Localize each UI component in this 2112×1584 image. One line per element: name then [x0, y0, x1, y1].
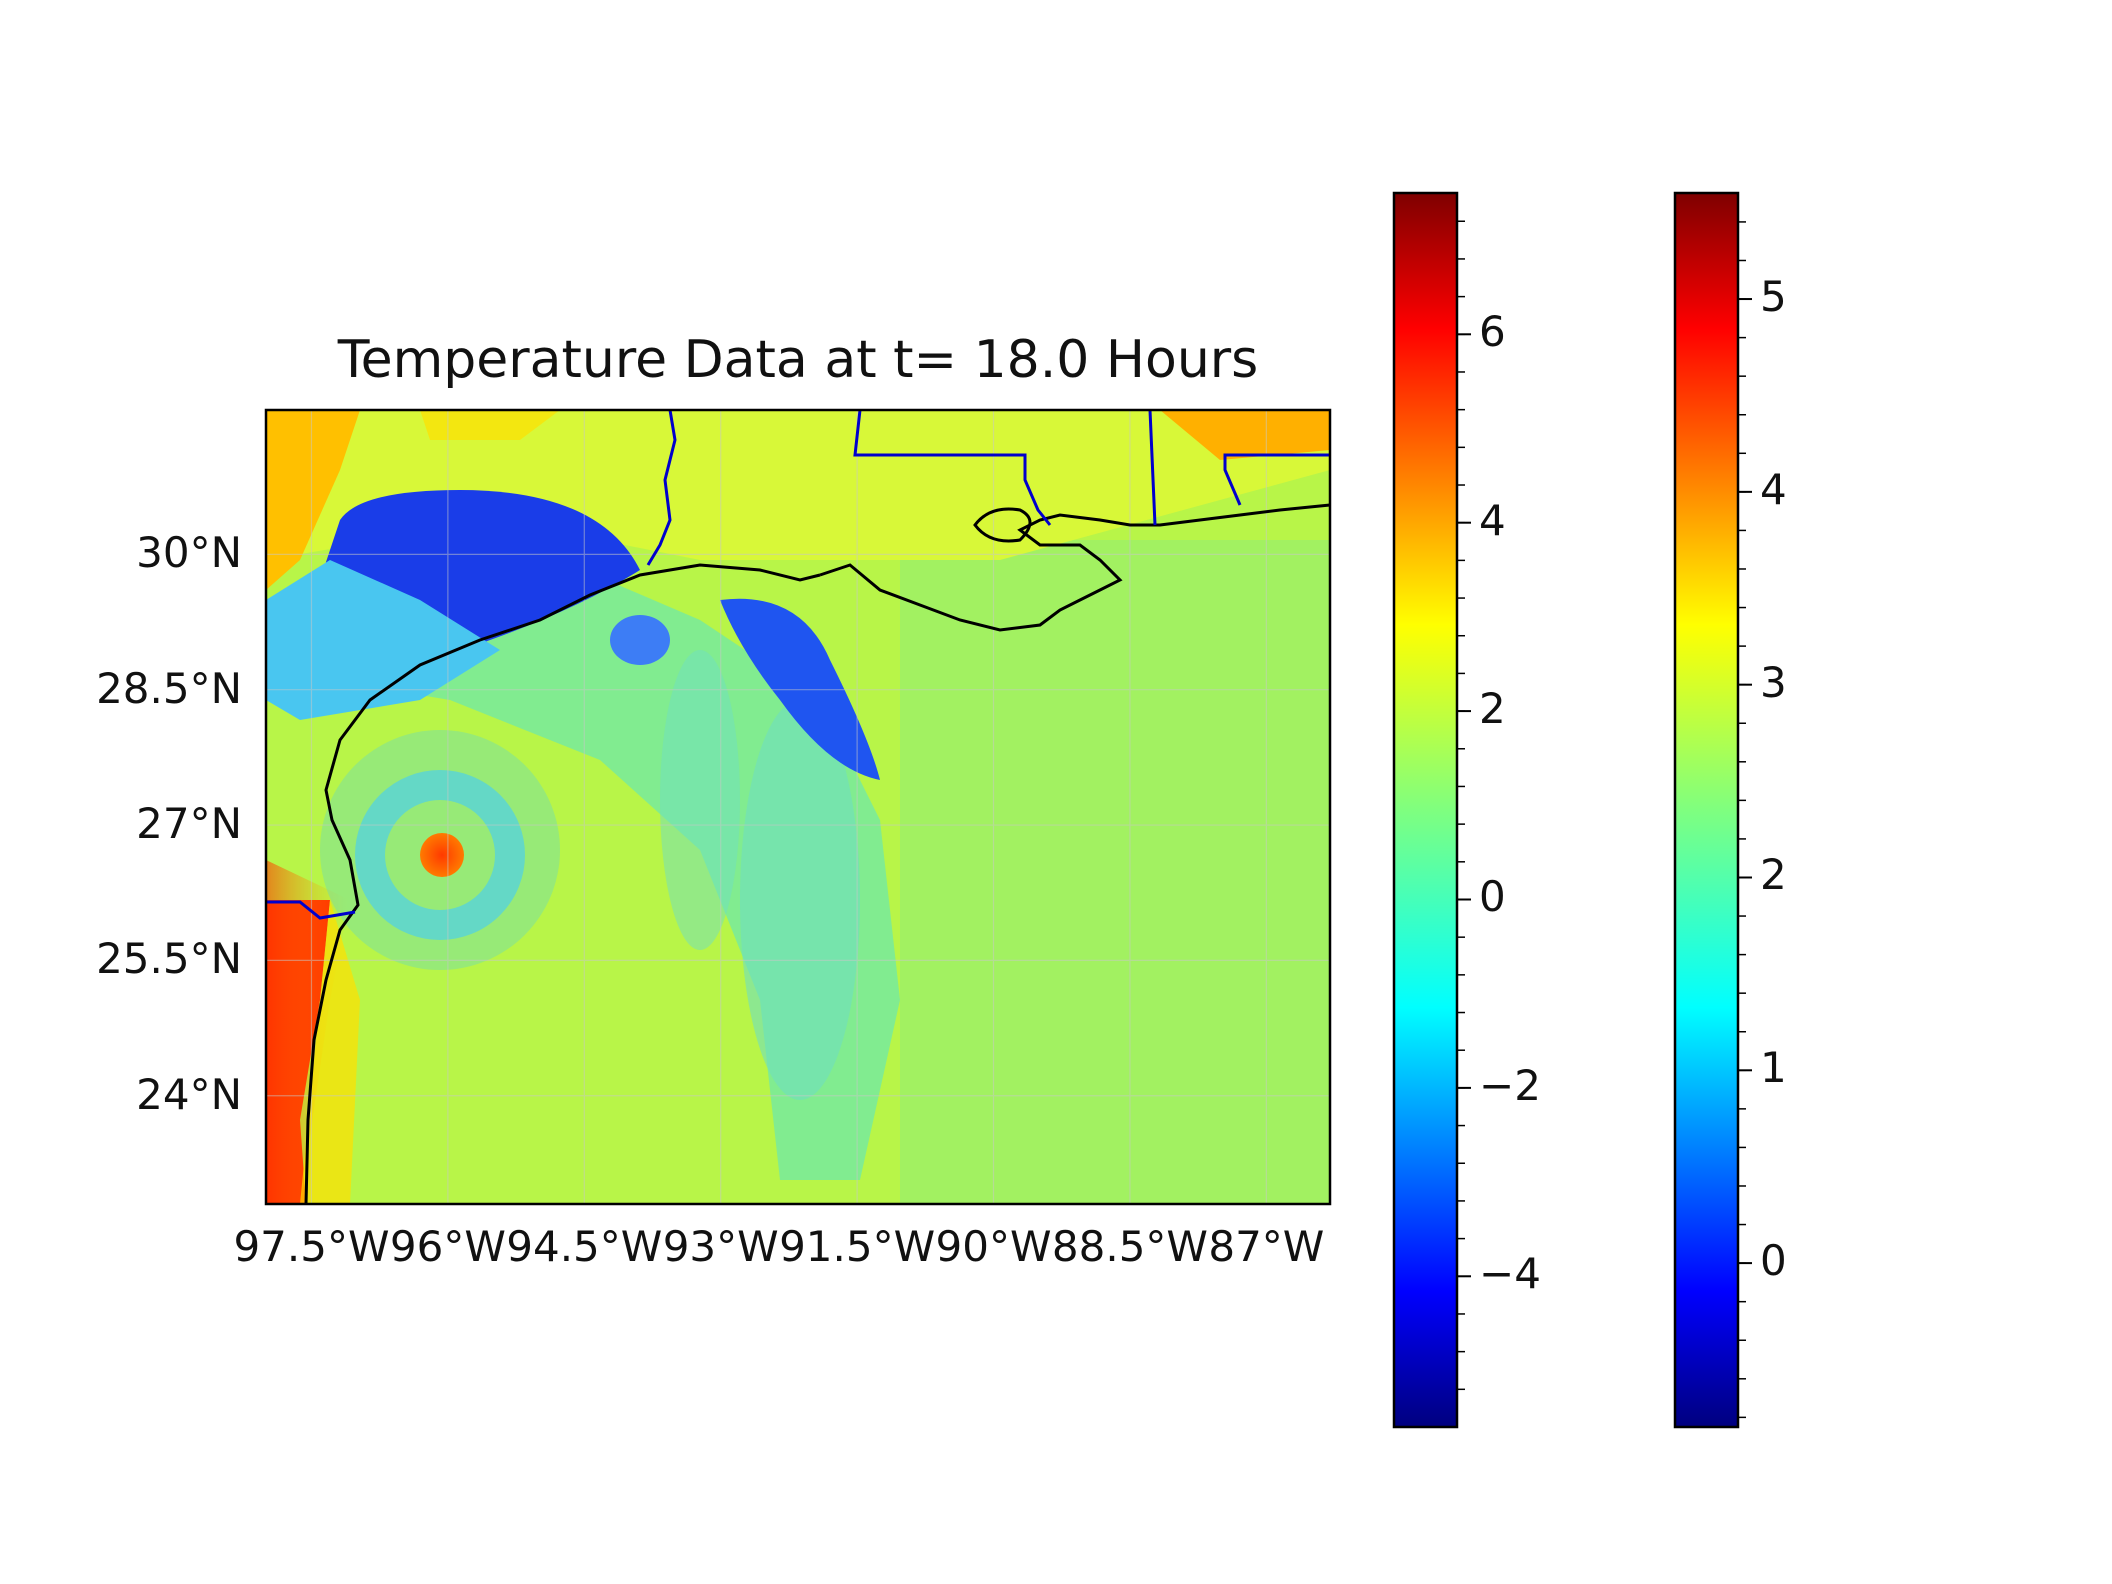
colorbar-right [1673, 191, 1740, 1429]
colorbar-tick-label: 0 [1760, 1236, 1787, 1286]
lat-tick-label: 27°N [136, 799, 242, 849]
colorbar-left [1392, 191, 1459, 1429]
lon-tick-label: 97.5°W [233, 1222, 390, 1271]
colorbar-tick-label: −4 [1479, 1249, 1541, 1299]
lat-tick-label: 24°N [136, 1069, 242, 1119]
colorbar-tick-label: 2 [1479, 684, 1506, 734]
colorbar-ticks [1457, 220, 1752, 1419]
lon-tick-label: 93°W [662, 1222, 779, 1271]
colorbar-tick-label: 0 [1479, 872, 1506, 922]
lon-tick-label: 87°W [1208, 1222, 1325, 1271]
colorbar-tick-label: 4 [1479, 495, 1506, 545]
colorbar-tick-label: 5 [1760, 272, 1787, 322]
temperature-field [266, 410, 1330, 1204]
lon-tick-label: 96°W [389, 1222, 506, 1271]
lat-tick-label: 25.5°N [96, 934, 242, 984]
colorbar-tick-label: 6 [1479, 307, 1506, 357]
lon-tick-label: 90°W [935, 1222, 1052, 1271]
colorbar-tick-label: 4 [1760, 464, 1787, 514]
chart-title: Temperature Data at t= 18.0 Hours [337, 330, 1259, 390]
lat-tick-label: 30°N [136, 528, 242, 578]
map-frame [264, 408, 1332, 1206]
colorbar-tick-label: 2 [1760, 850, 1787, 900]
lon-tick-label: 91.5°W [779, 1222, 936, 1271]
lat-tick-label: 28.5°N [96, 663, 242, 713]
lon-tick-label: 94.5°W [506, 1222, 663, 1271]
colorbar-tick-label: −2 [1479, 1060, 1541, 1110]
lon-tick-label: 88.5°W [1051, 1222, 1208, 1271]
colorbar-tick-label: 3 [1760, 657, 1787, 707]
colorbar-tick-label: 1 [1760, 1043, 1787, 1093]
